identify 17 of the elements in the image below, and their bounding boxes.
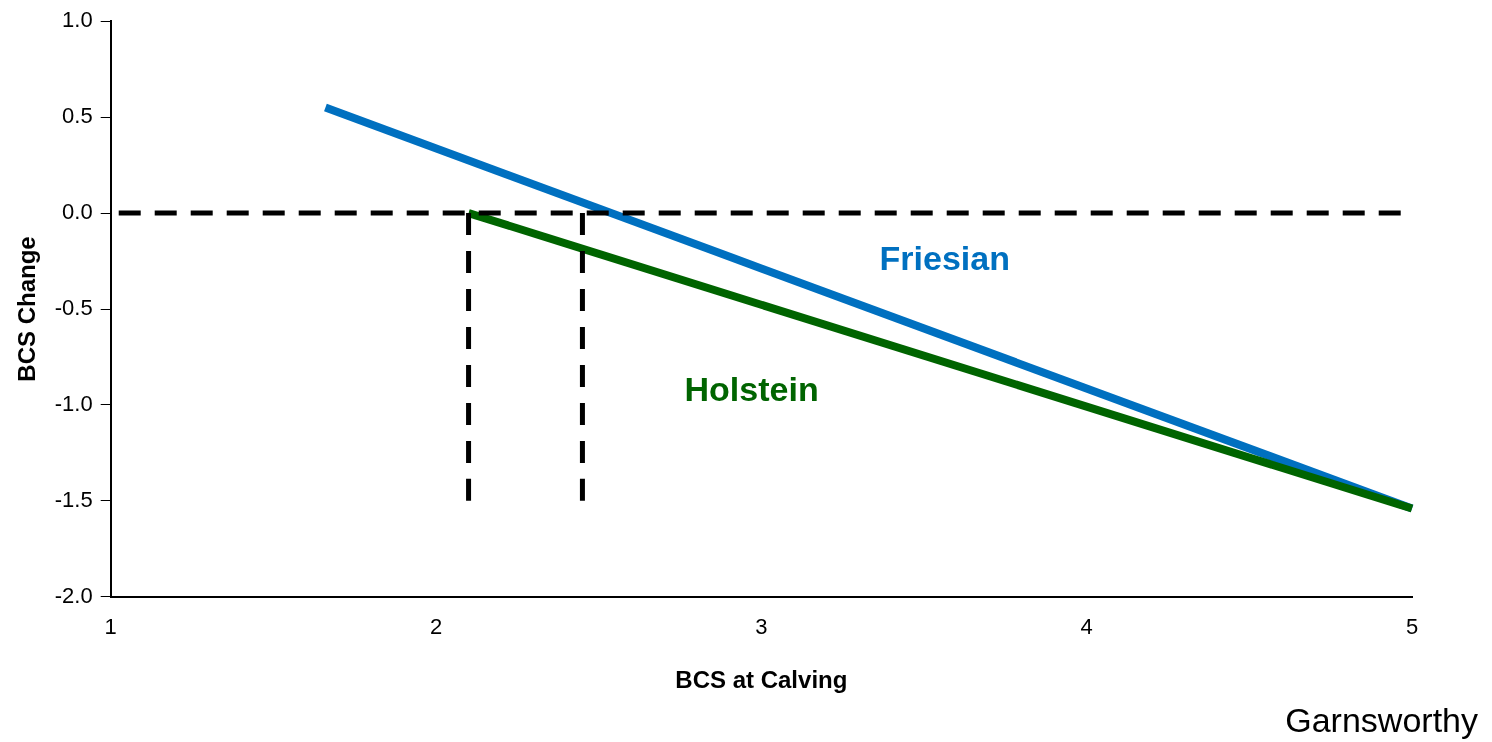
x-tick-label: 4 bbox=[1080, 614, 1093, 640]
x-tick-label: 5 bbox=[1405, 614, 1419, 640]
y-tick-label: -1.5 bbox=[54, 486, 93, 512]
y-tick-label: 1.0 bbox=[62, 7, 93, 33]
y-tick-label: 0.5 bbox=[62, 103, 93, 129]
x-tick-label: 1 bbox=[104, 614, 117, 640]
y-tick-label: -1.0 bbox=[54, 391, 93, 416]
x-tick-label: 3 bbox=[755, 614, 768, 640]
x-tick-label: 2 bbox=[429, 614, 443, 640]
text: Garnsworthy bbox=[1285, 701, 1478, 740]
y-tick-label: -0.5 bbox=[54, 295, 93, 321]
series-label: Friesian bbox=[879, 239, 1010, 278]
y-axis-title: BCS Change bbox=[13, 236, 41, 382]
x-axis-title: BCS at Calving bbox=[675, 666, 848, 694]
series-label: Holstein bbox=[684, 370, 819, 409]
y-tick-label: 0.0 bbox=[62, 199, 93, 225]
y-tick-label: -2.0 bbox=[54, 582, 93, 608]
